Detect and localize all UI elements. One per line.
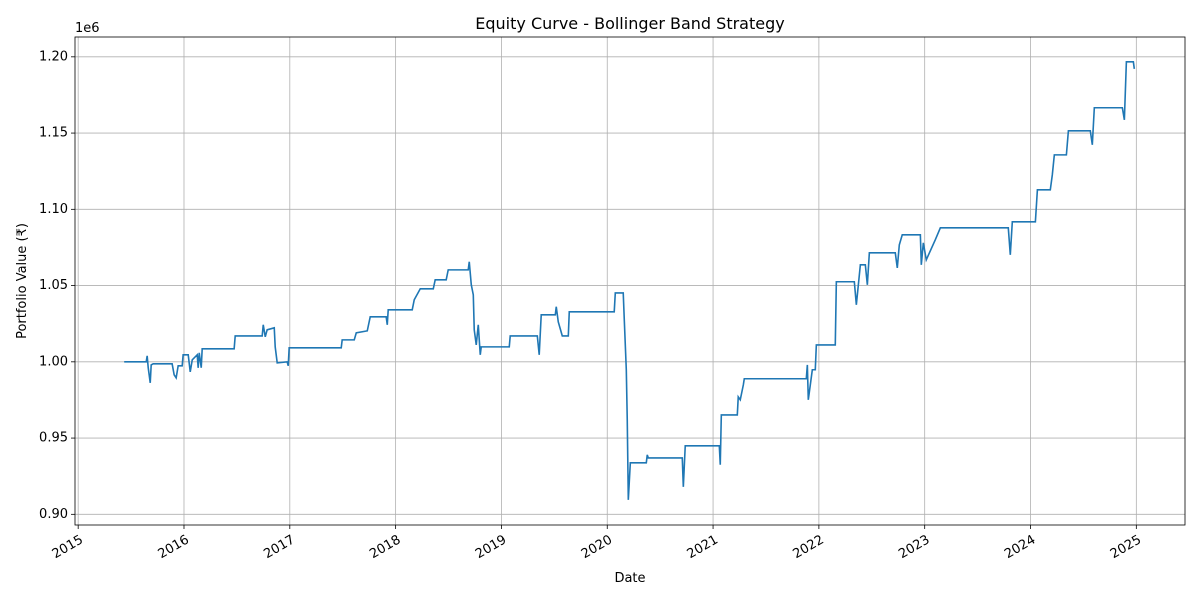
x-axis-label: Date [614, 571, 645, 586]
y-tick-label: 1.10 [39, 202, 68, 217]
x-tick-label: 2018 [367, 533, 403, 563]
x-tick-label: 2019 [473, 533, 509, 563]
chart-title: Equity Curve - Bollinger Band Strategy [475, 14, 784, 33]
x-tick-label: 2016 [156, 533, 192, 563]
y-tick-label: 0.90 [39, 507, 68, 522]
y-tick-label: 0.95 [39, 431, 68, 446]
y-axis-label: Portfolio Value (₹) [15, 223, 30, 339]
x-tick-label: 2015 [50, 533, 86, 563]
y-tick-label: 1.20 [39, 49, 68, 64]
y-tick-label: 1.00 [39, 354, 68, 369]
y-tick-label: 1.15 [39, 126, 68, 141]
plot-frame [74, 36, 1186, 526]
y-offset-label: 1e6 [75, 21, 100, 36]
x-tick-label: 2021 [685, 533, 721, 563]
equity-line [124, 61, 1136, 500]
x-tick-label: 2024 [1002, 533, 1038, 563]
x-tick-label: 2025 [1108, 533, 1144, 563]
x-tick-label: 2022 [790, 533, 826, 563]
y-tick-label: 1.05 [39, 278, 68, 293]
x-tick-label: 2023 [896, 533, 932, 563]
x-tick-label: 2020 [579, 533, 615, 563]
x-tick-label: 2017 [261, 533, 297, 563]
